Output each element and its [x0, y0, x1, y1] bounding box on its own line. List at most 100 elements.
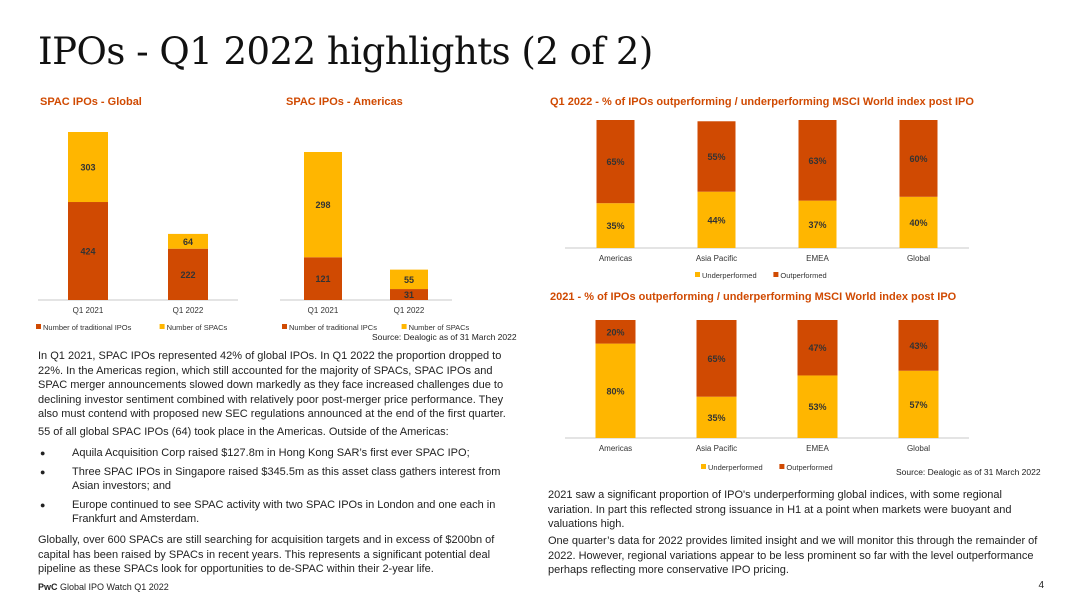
x-tick-label: Q1 2021 [308, 306, 339, 315]
page-number: 4 [1038, 580, 1044, 591]
bar-segment [596, 120, 635, 204]
legend-swatch [695, 272, 700, 277]
legend-label: Outperformed [786, 463, 832, 472]
legend-label: Underperformed [708, 463, 763, 472]
legend-swatch [36, 324, 41, 329]
bar-segment [797, 320, 838, 376]
bar-segment [697, 191, 736, 248]
x-tick-label: Asia Pacific [696, 444, 737, 453]
x-tick-label: Global [907, 444, 930, 453]
bar-segment [899, 196, 938, 248]
bar-segment [595, 343, 636, 438]
data-label: 60% [909, 154, 927, 164]
paragraph-americas-share: 55 of all global SPAC IPOs (64) took pla… [38, 426, 449, 438]
paragraph-spac-share: In Q1 2021, SPAC IPOs represented 42% of… [38, 350, 506, 420]
data-label: 53% [808, 402, 826, 412]
bar-segment [899, 120, 938, 197]
data-label: 43% [909, 341, 927, 351]
data-label: 64 [183, 237, 193, 247]
legend-swatch [401, 324, 407, 329]
footer: PwC Global IPO Watch Q1 2022 [38, 582, 169, 592]
bar-segment [68, 132, 108, 203]
bar-segment [898, 320, 939, 371]
data-label: 55 [404, 275, 414, 285]
legend-swatch [159, 324, 165, 329]
data-label: 222 [180, 270, 195, 280]
data-label: 63% [808, 156, 826, 166]
legend-label: Number of traditional IPOs [43, 323, 132, 332]
x-tick-label: EMEA [806, 444, 829, 453]
data-label: 65% [606, 157, 624, 167]
data-label: 424 [80, 247, 95, 257]
chart-title-q1-2022-performance: Q1 2022 - % of IPOs outperforming / unde… [550, 96, 974, 108]
chart-spac-global: 424 303 Q1 2021 222 64 Q1 2022 Number of tradi… [36, 132, 238, 332]
list-item: Aquila Acquisition Corp raised $127.8m i… [38, 446, 508, 461]
legend-swatch [282, 324, 287, 329]
data-label: 31 [404, 290, 414, 300]
legend-swatch [779, 464, 785, 469]
bar-segment [68, 202, 108, 300]
chart-q1-2022-performance: 35% 65% Americas 44% 55% Asia Pacific 37% 63% EM… [565, 120, 969, 280]
x-tick-label: Q1 2022 [394, 306, 425, 315]
paragraph-spac-pipeline: Globally, over 600 SPACs are still searc… [38, 534, 495, 575]
legend-label: Number of SPACs [167, 323, 228, 332]
bar-segment [390, 289, 428, 300]
legend-label: Underperformed [702, 271, 757, 280]
footer-text: Global IPO Watch Q1 2022 [60, 582, 169, 592]
chart-title-2021-performance: 2021 - % of IPOs outperforming / underpe… [550, 291, 957, 303]
data-label: 65% [707, 354, 725, 364]
x-tick-label: Asia Pacific [696, 254, 737, 263]
chart-title-spac-global: SPAC IPOs - Global [40, 96, 142, 108]
paragraph-2021-performance: 2021 saw a significant proportion of IPO… [548, 489, 1012, 530]
data-label: 44% [707, 215, 725, 225]
legend-swatch [701, 464, 706, 469]
footer-brand: PwC [38, 582, 58, 592]
x-tick-label: Global [907, 254, 930, 263]
bar-segment [797, 375, 838, 438]
data-label: 35% [707, 413, 725, 423]
bar-segment [596, 203, 635, 248]
legend-label: Outperformed [780, 271, 826, 280]
list-item: Three SPAC IPOs in Singapore raised $345… [38, 465, 508, 494]
data-label: 37% [808, 220, 826, 230]
data-label: 298 [315, 200, 330, 210]
source-note-performance: Source: Dealogic as of 31 March 2022 [896, 467, 1041, 477]
bar-segment [168, 233, 208, 249]
x-tick-label: Americas [599, 444, 632, 453]
paragraph-2022-outlook: One quarter’s data for 2022 provides lim… [548, 535, 1038, 576]
bar-segment [390, 269, 428, 290]
data-label: 35% [606, 221, 624, 231]
bullet-list: Aquila Acquisition Corp raised $127.8m i… [38, 446, 508, 531]
bar-segment [697, 121, 736, 192]
bar-segment [798, 200, 837, 248]
data-label: 121 [315, 274, 330, 284]
list-item: Europe continued to see SPAC activity wi… [38, 498, 508, 527]
bar-segment [168, 248, 208, 300]
bar-segment [595, 320, 636, 344]
legend-swatch [773, 272, 779, 277]
x-tick-label: Q1 2021 [73, 306, 104, 315]
data-label: 47% [808, 343, 826, 353]
bar-segment [696, 396, 737, 438]
bar-segment [798, 120, 837, 201]
page-title: IPOs - Q1 2022 highlights (2 of 2) [38, 30, 653, 73]
x-tick-label: Q1 2022 [173, 306, 204, 315]
data-label: 20% [606, 327, 624, 337]
data-label: 303 [80, 163, 95, 173]
data-label: 57% [909, 400, 927, 410]
data-label: 55% [707, 152, 725, 162]
chart-spac-americas: 121 298 Q1 2021 31 55 Q1 2022 Number of tradit… [280, 152, 470, 332]
chart-2021-performance: 80% 20% Americas 35% 65% Asia Pacific 53% 47% EM… [565, 320, 969, 472]
data-label: 80% [606, 386, 624, 396]
x-tick-label: EMEA [806, 254, 829, 263]
legend-label: Number of traditional IPCs [289, 323, 377, 332]
bar-segment [304, 257, 342, 300]
bar-segment [696, 320, 737, 397]
chart-title-spac-americas: SPAC IPOs - Americas [286, 96, 403, 108]
bar-segment [898, 370, 939, 438]
legend-label: Number of SPACs [409, 323, 470, 332]
source-note-spac: Source: Dealogic as of 31 March 2022 [372, 332, 517, 342]
data-label: 40% [909, 218, 927, 228]
bar-segment [304, 152, 342, 258]
x-tick-label: Americas [599, 254, 632, 263]
